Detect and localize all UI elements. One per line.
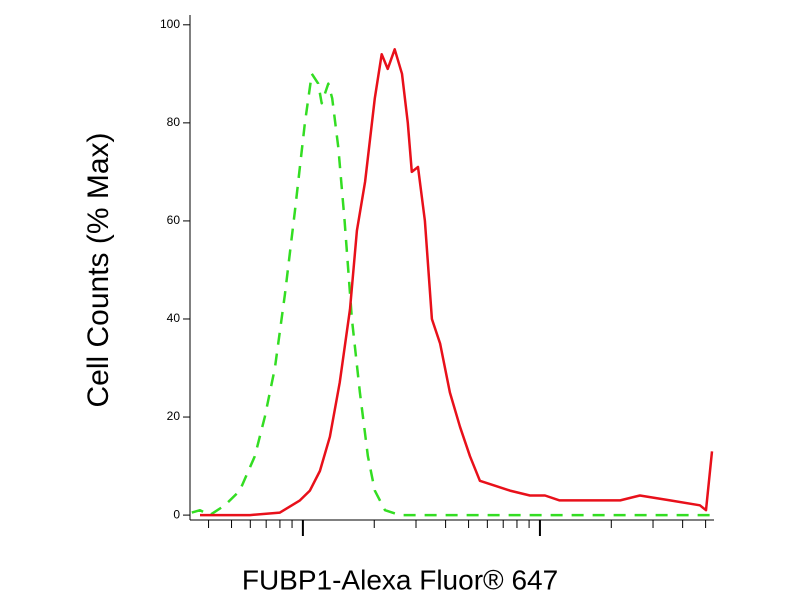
x-axis-label: FUBP1-Alexa Fluor® 647	[242, 564, 558, 595]
histogram-line	[191, 72, 710, 517]
y-axis-label: Cell Counts (% Max)	[82, 132, 115, 407]
histogram-line	[200, 48, 714, 517]
y-tick-label: 80	[167, 115, 181, 129]
y-tick-label: 100	[160, 17, 180, 31]
y-tick-label: 40	[167, 311, 181, 325]
y-tick-label: 60	[167, 213, 181, 227]
y-tick-label: 0	[173, 507, 180, 521]
y-tick-label: 20	[167, 409, 181, 423]
